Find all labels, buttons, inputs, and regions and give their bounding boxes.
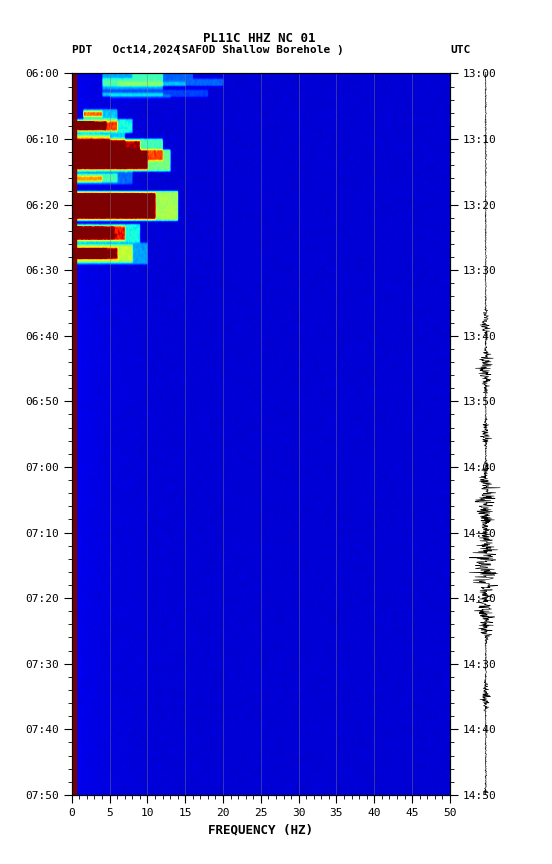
Bar	[72, 73, 76, 795]
X-axis label: FREQUENCY (HZ): FREQUENCY (HZ)	[208, 823, 314, 836]
Text: PDT   Oct14,2024: PDT Oct14,2024	[72, 45, 180, 55]
Text: PL11C HHZ NC 01: PL11C HHZ NC 01	[203, 32, 316, 46]
Text: (SAFOD Shallow Borehole ): (SAFOD Shallow Borehole )	[175, 45, 344, 55]
Text: UTC: UTC	[450, 45, 470, 55]
